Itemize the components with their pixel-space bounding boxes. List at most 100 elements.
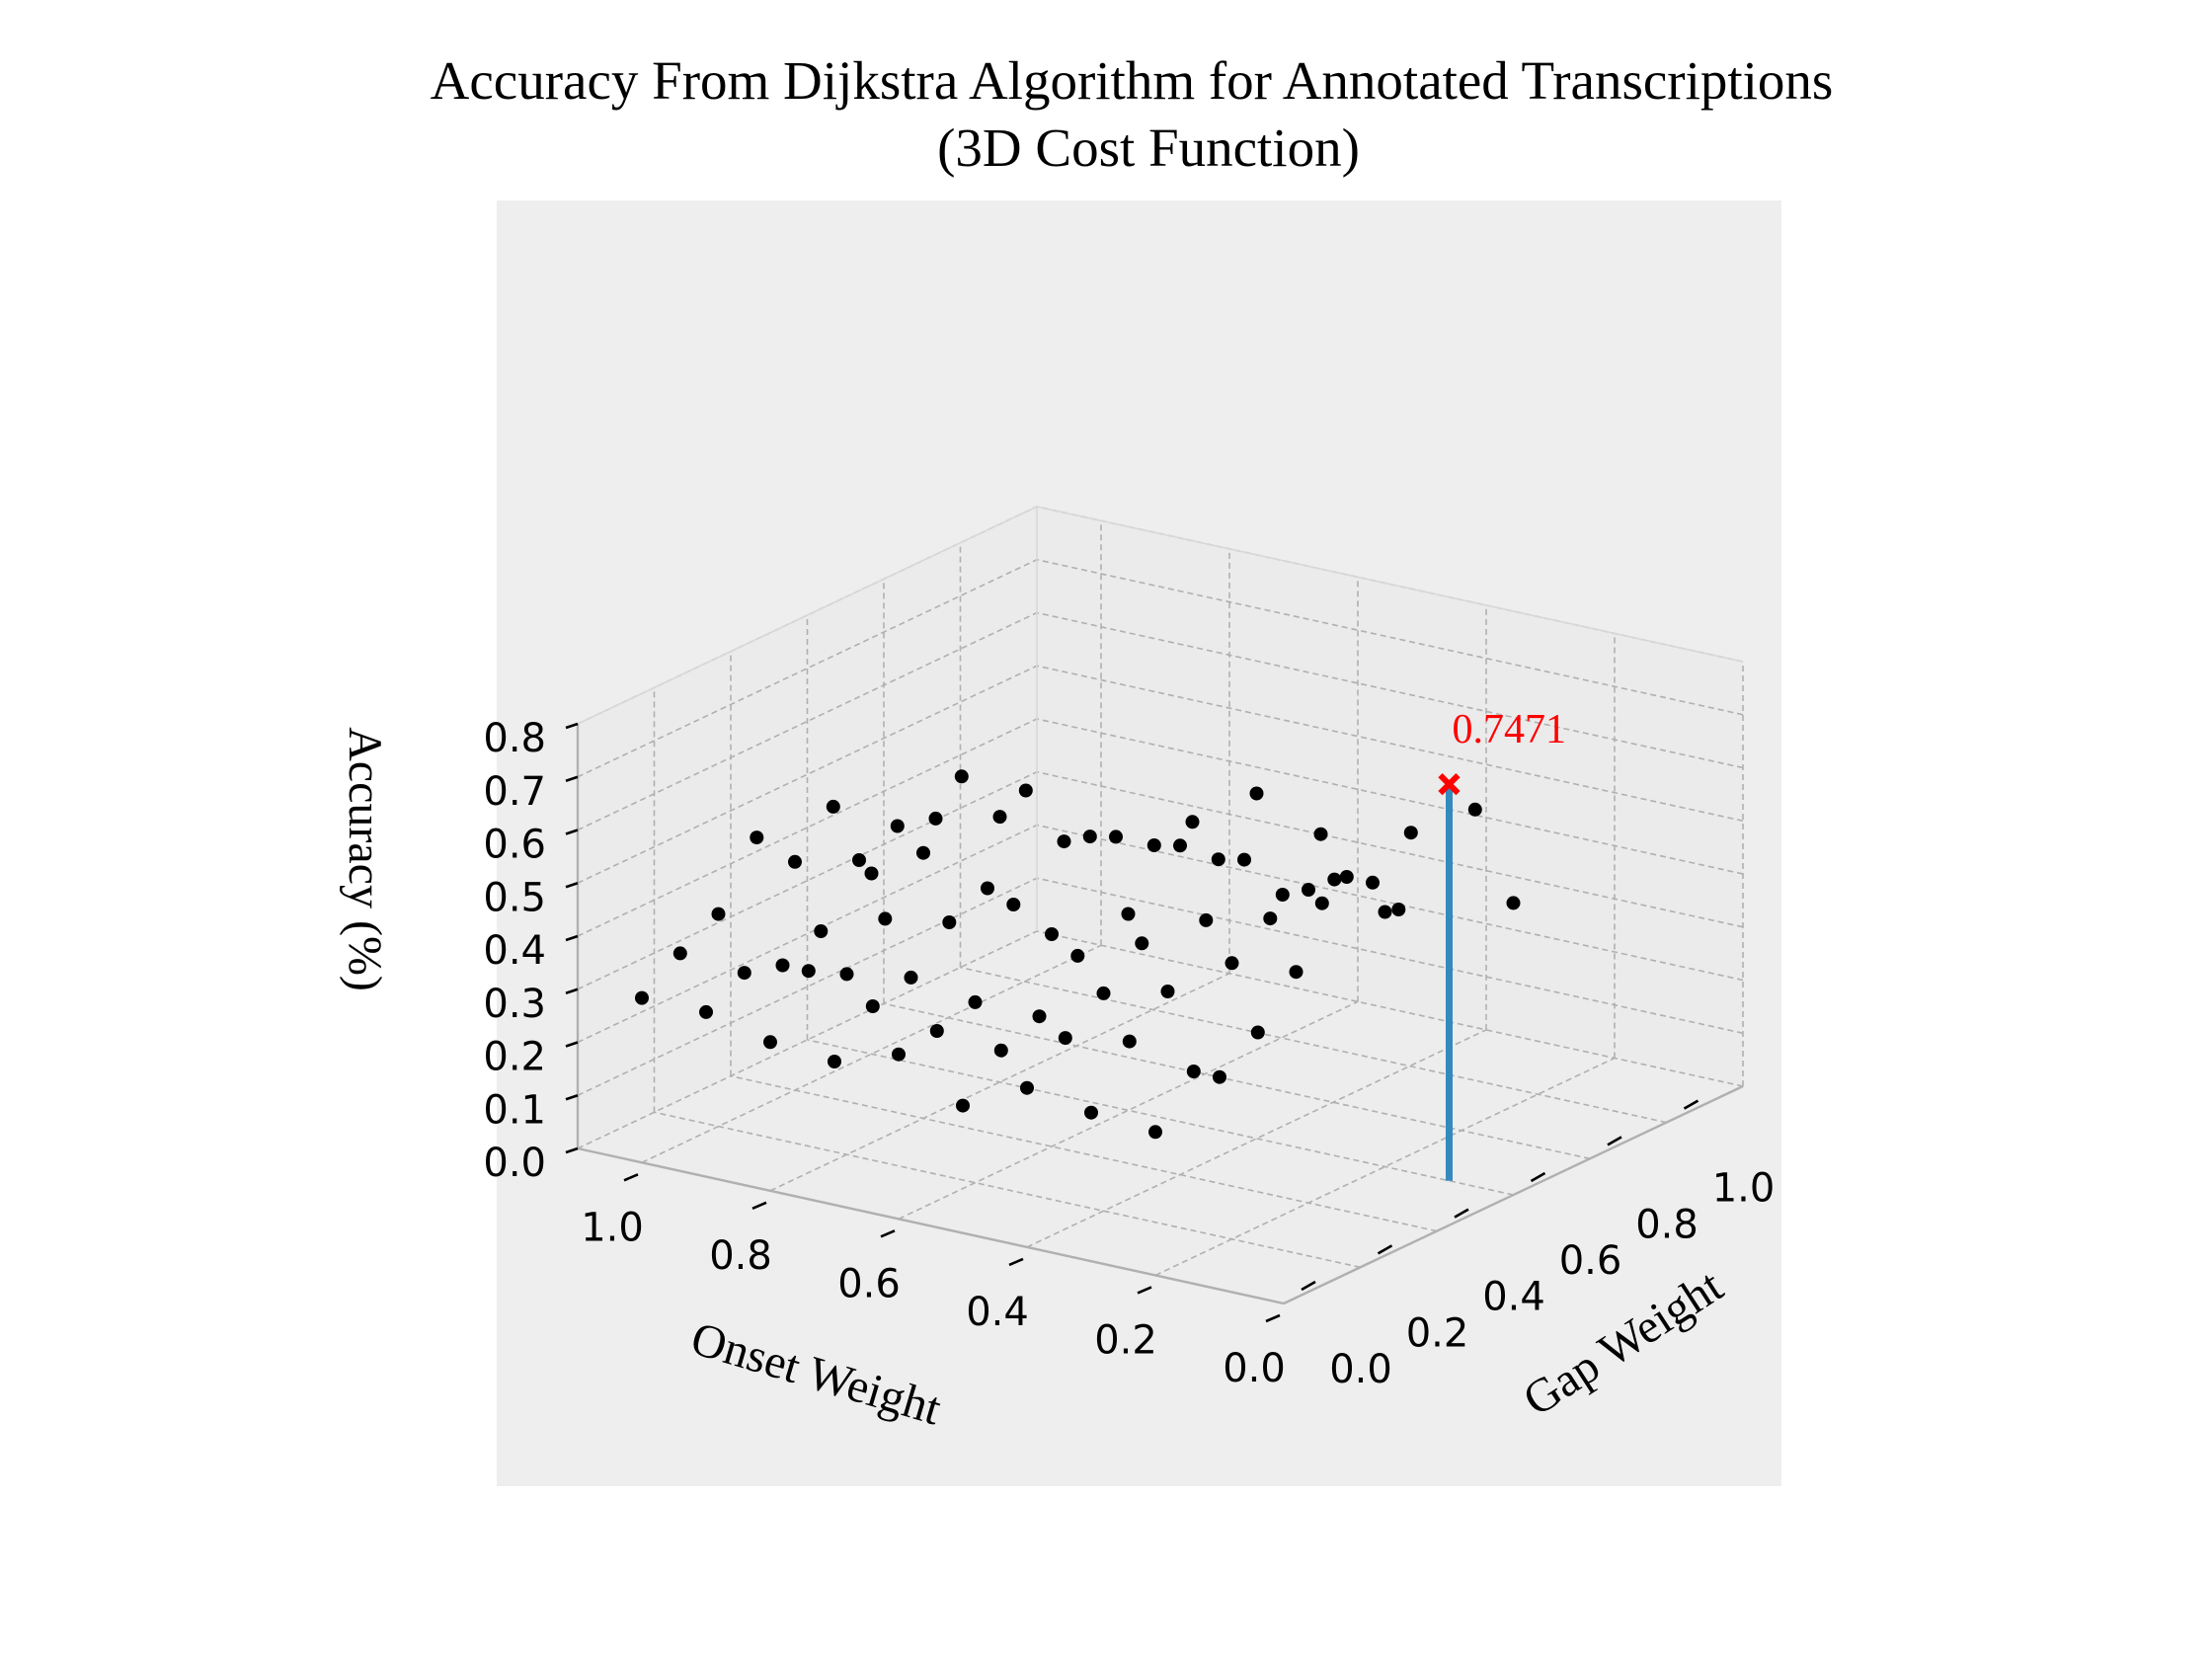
left-wall-grid-z <box>577 611 1038 831</box>
x-tick-label: 1.0 <box>581 1205 644 1250</box>
data-point <box>1084 1105 1098 1120</box>
chart-title-line-2: (3D Cost Function) <box>937 118 1360 178</box>
y-tick <box>1683 1099 1699 1110</box>
data-point <box>890 819 905 833</box>
z-tick-label: 0.8 <box>483 716 546 761</box>
data-point <box>1006 898 1021 911</box>
data-point <box>1237 852 1251 867</box>
data-point <box>1313 827 1328 841</box>
back-wall-grid-z <box>1036 665 1744 823</box>
floor-grid-y <box>883 1002 1591 1160</box>
data-point <box>1018 783 1033 798</box>
ticks: 0.0 0.2 0.4 0.6 0.8 1.0 0.0 0.2 0.4 0.6 0.8 1.0 0.0 0… <box>483 716 1775 1392</box>
data-point <box>1213 1069 1226 1084</box>
data-point <box>1403 826 1418 840</box>
data-point <box>942 915 957 929</box>
data-point <box>916 845 930 860</box>
data-point <box>828 1055 841 1068</box>
data-point <box>814 924 829 938</box>
data-point <box>1467 802 1482 817</box>
data-point <box>904 970 918 985</box>
y-tick-label: 0.0 <box>1329 1347 1392 1392</box>
z-tick-label: 0.5 <box>483 875 546 920</box>
x-tick <box>880 1229 896 1238</box>
data-point <box>1249 786 1264 801</box>
data-point <box>954 769 969 784</box>
data-point <box>788 854 802 869</box>
floor-grid-y <box>960 966 1667 1124</box>
data-points <box>635 769 1521 1140</box>
y-tick-label: 1.0 <box>1712 1166 1776 1212</box>
data-point <box>992 810 1007 825</box>
z-tick <box>565 988 579 994</box>
data-point <box>826 799 840 814</box>
data-point <box>1366 875 1380 890</box>
x-tick-label: 0.2 <box>1094 1317 1157 1363</box>
data-point <box>1122 1034 1137 1049</box>
data-point <box>1109 830 1123 844</box>
floor-grid-y <box>654 1111 1361 1269</box>
left-wall-grid-z <box>577 665 1038 884</box>
x-tick-label: 0.6 <box>837 1261 901 1306</box>
best-marker <box>1438 773 1461 796</box>
left-wall-grid-z <box>577 718 1038 937</box>
y-tick-label: 0.8 <box>1635 1202 1698 1247</box>
x-tick <box>1265 1313 1281 1323</box>
z-tick <box>565 1094 579 1101</box>
back-wall-grid-z <box>1036 877 1744 1035</box>
x-tick-label: 0.0 <box>1223 1346 1286 1391</box>
floor-grid-x <box>1026 1029 1487 1248</box>
y-tick <box>1377 1244 1393 1255</box>
data-point <box>1391 903 1406 916</box>
left-wall-grid-z <box>577 771 1038 990</box>
data-point <box>1032 1009 1047 1024</box>
data-point <box>775 958 790 973</box>
z-tick <box>565 1041 579 1048</box>
data-point <box>1224 956 1239 971</box>
x-tick <box>1008 1257 1024 1267</box>
chart-title-line-1: Accuracy From Dijkstra Algorithm for Ann… <box>431 50 1834 111</box>
data-point <box>865 999 880 1013</box>
z-tick <box>565 882 579 889</box>
best-marker-stroke <box>1438 773 1461 796</box>
data-point <box>750 830 764 845</box>
back-wall-grid-z <box>1036 718 1744 875</box>
x-tick <box>751 1201 767 1211</box>
data-point <box>1148 1125 1162 1140</box>
left-wall-grid-z <box>577 824 1038 1044</box>
data-point <box>1378 905 1392 919</box>
data-point <box>1020 1080 1034 1095</box>
data-point <box>1057 834 1071 849</box>
best-marker-group: 0.7471 <box>1438 707 1567 1181</box>
floor-grid-y <box>730 1074 1438 1232</box>
z-tick <box>565 934 579 942</box>
z-axis-label: Accuracy (%) <box>339 727 391 991</box>
data-point <box>1082 830 1097 844</box>
data-point <box>672 946 687 961</box>
data-point <box>993 1043 1008 1058</box>
data-point <box>981 881 994 896</box>
data-point <box>1339 870 1354 884</box>
z-tick <box>565 1146 579 1154</box>
data-point <box>1506 896 1521 910</box>
best-value-label: 0.7471 <box>1453 707 1567 752</box>
data-point <box>1185 815 1200 830</box>
data-point <box>839 967 854 982</box>
data-point <box>1275 888 1290 902</box>
data-point <box>1289 965 1304 980</box>
data-point <box>1199 912 1214 927</box>
data-point <box>956 1098 970 1113</box>
data-point <box>892 1047 906 1062</box>
y-tick <box>1301 1280 1316 1292</box>
z-tick <box>565 775 579 782</box>
left-wall-grid-z <box>577 559 1038 778</box>
data-point <box>801 964 816 979</box>
data-point <box>1250 1025 1265 1040</box>
data-point <box>928 811 943 826</box>
x-tick <box>623 1173 639 1182</box>
data-point <box>864 866 879 881</box>
data-point <box>1302 883 1315 897</box>
data-point <box>852 853 866 867</box>
data-point <box>1070 948 1085 963</box>
